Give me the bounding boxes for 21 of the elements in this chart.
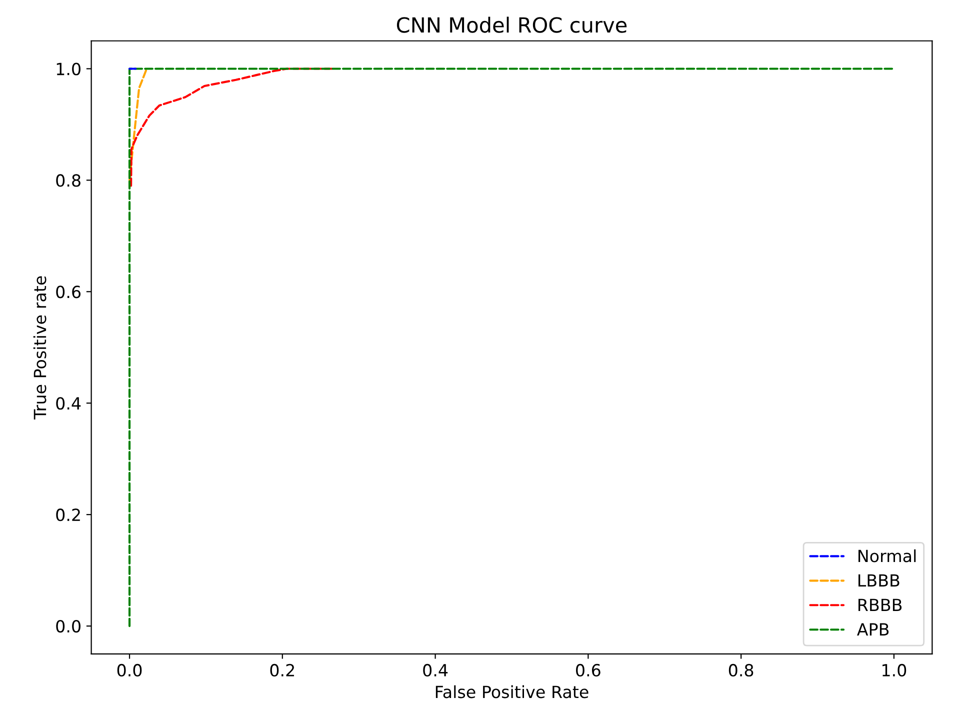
x-tick-label: 0.8 xyxy=(728,664,754,677)
legend-label: APB xyxy=(856,623,889,636)
y-tick-label: 0.8 xyxy=(56,174,80,187)
legend-label: RBBB xyxy=(858,598,902,611)
y-tick-label: 0.0 xyxy=(56,620,80,633)
x-tick-label: 0.4 xyxy=(423,664,448,677)
legend-label: LBBB xyxy=(858,574,900,587)
x-tick-label: 0.2 xyxy=(270,664,294,677)
chart-title: CNN Model ROC curve xyxy=(396,16,627,33)
y-tick-label: 1.0 xyxy=(56,62,80,76)
line-series xyxy=(130,68,335,187)
x-axis-title: False Positive Rate xyxy=(436,685,588,698)
legend-label: Normal xyxy=(858,549,916,562)
x-tick-label: 1.0 xyxy=(882,664,906,677)
line-series xyxy=(128,68,148,182)
y-tick-label: 0.6 xyxy=(56,286,81,298)
x-tick-label: 0.0 xyxy=(117,664,142,677)
y-axis-title: True Positive rate xyxy=(33,276,46,420)
x-tick-label: 0.6 xyxy=(576,664,600,677)
y-tick-label: 0.4 xyxy=(56,397,81,410)
y-tick-label: 0.2 xyxy=(56,508,80,522)
